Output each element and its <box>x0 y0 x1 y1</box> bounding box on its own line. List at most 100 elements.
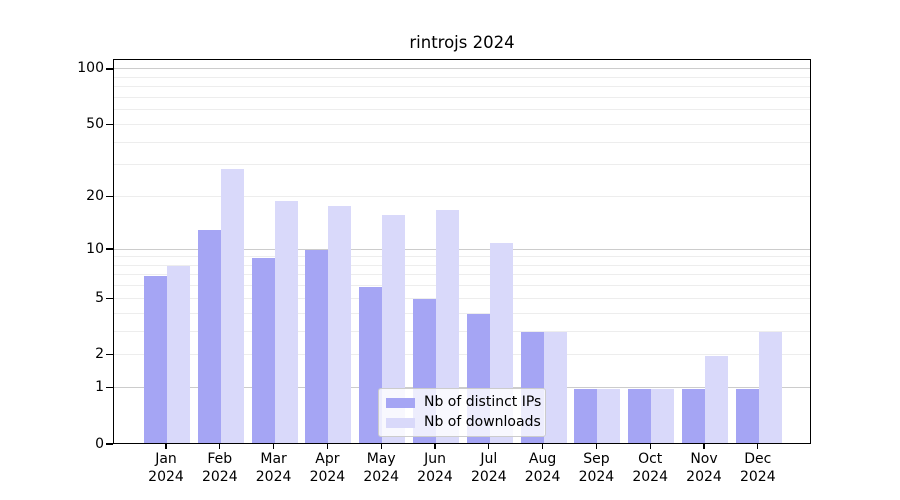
x-tick-label-oct: Oct 2024 <box>618 451 682 486</box>
chart-title: rintrojs 2024 <box>409 33 515 52</box>
y-tick-label: 1 <box>95 379 104 396</box>
gridline-minor <box>114 109 810 111</box>
x-tick-year: 2024 <box>309 468 346 485</box>
gridline-minor <box>114 76 810 78</box>
x-tick-year: 2024 <box>632 468 668 485</box>
x-tick-month: Mar <box>260 451 287 467</box>
downloads-swatch-icon <box>386 417 415 428</box>
gridline-minor <box>114 86 810 88</box>
gridline-major <box>114 68 810 70</box>
legend-entry-distinct-ips: Nb of distinct IPs <box>386 395 541 410</box>
bar-downloads-mar <box>274 201 298 444</box>
x-tick-label-mar: Mar 2024 <box>242 451 306 486</box>
x-tick-mark <box>326 444 329 449</box>
gridline-major <box>114 248 810 250</box>
bar-downloads-feb <box>220 168 244 444</box>
x-tick-mark <box>649 444 651 449</box>
gridline-minor <box>114 196 810 197</box>
plot-area <box>113 59 811 444</box>
gridline-minor <box>114 285 810 287</box>
bar-distinct-ips-may <box>359 286 383 444</box>
x-tick-year: 2024 <box>363 468 399 485</box>
y-tick-mark <box>106 387 113 389</box>
gridline-minor <box>114 141 810 143</box>
x-tick-year: 2024 <box>686 468 722 485</box>
x-tick-month: Oct <box>638 451 663 467</box>
bar-distinct-ips-mar <box>251 257 275 444</box>
bar-downloads-nov <box>705 355 728 444</box>
y-tick-label: 0 <box>95 435 104 452</box>
x-tick-mark <box>219 444 221 449</box>
y-tick-mark <box>106 443 113 445</box>
legend-label-downloads: Nb of downloads <box>424 414 541 430</box>
y-tick-label: 50 <box>86 115 104 132</box>
y-tick-mark <box>106 297 113 300</box>
x-tick-month: Feb <box>207 451 233 467</box>
gridline-minor <box>114 96 810 98</box>
y-tick-label: 20 <box>86 188 104 204</box>
y-tick-mark <box>106 248 113 250</box>
gridline-minor <box>114 123 810 125</box>
x-tick-label-nov: Nov 2024 <box>672 451 736 486</box>
legend-entry-downloads: Nb of downloads <box>386 415 541 430</box>
x-tick-mark <box>434 444 436 449</box>
x-tick-month: Sep <box>583 451 610 467</box>
x-tick-month: Jan <box>155 451 177 467</box>
x-tick-label-jun: Jun 2024 <box>403 451 467 486</box>
x-tick-mark <box>273 444 275 449</box>
x-tick-mark <box>703 444 705 449</box>
gridline-minor <box>114 274 810 276</box>
x-tick-mark <box>542 444 544 449</box>
bar-distinct-ips-sep <box>574 388 598 444</box>
x-tick-year: 2024 <box>739 468 776 485</box>
x-tick-mark <box>165 444 167 449</box>
x-tick-year: 2024 <box>148 468 184 485</box>
bar-distinct-ips-feb <box>197 230 221 444</box>
bar-distinct-ips-apr <box>305 250 329 444</box>
bar-distinct-ips-oct <box>628 388 652 444</box>
y-tick-label: 5 <box>95 289 104 306</box>
gridline-minor <box>114 312 810 314</box>
x-tick-year: 2024 <box>578 468 615 485</box>
gridline-minor <box>114 330 810 332</box>
bar-downloads-jan <box>167 266 190 444</box>
x-tick-year: 2024 <box>201 468 238 485</box>
bar-downloads-sep <box>597 388 621 444</box>
y-tick-label: 100 <box>77 60 104 77</box>
bar-downloads-may <box>382 214 406 444</box>
x-tick-mark <box>488 444 490 449</box>
y-tick-mark <box>106 354 113 356</box>
x-tick-year: 2024 <box>470 468 507 485</box>
x-tick-mark <box>380 444 382 449</box>
x-tick-mark <box>757 444 759 449</box>
bar-downloads-jun <box>436 210 459 444</box>
x-tick-label-feb: Feb 2024 <box>188 451 252 486</box>
y-tick-label: 2 <box>95 346 104 363</box>
x-tick-month: Apr <box>315 451 340 467</box>
legend: Nb of distinct IPs Nb of downloads <box>378 388 546 437</box>
y-tick-label: 10 <box>86 240 104 257</box>
x-tick-year: 2024 <box>524 468 561 485</box>
x-tick-month: Dec <box>744 451 772 467</box>
x-tick-mark <box>595 444 598 449</box>
bar-distinct-ips-dec <box>735 388 759 444</box>
y-tick-mark <box>106 195 113 198</box>
x-tick-year: 2024 <box>255 468 292 485</box>
x-tick-month: Nov <box>690 451 718 467</box>
gridline-minor <box>114 297 810 299</box>
x-tick-month: May <box>366 451 396 467</box>
x-tick-label-sep: Sep 2024 <box>564 451 628 486</box>
x-tick-label-jul: Jul 2024 <box>457 451 521 486</box>
bar-downloads-oct <box>651 388 675 444</box>
x-tick-label-aug: Aug 2024 <box>511 451 575 486</box>
bar-downloads-aug <box>543 332 567 444</box>
bar-downloads-apr <box>328 205 352 444</box>
bar-downloads-dec <box>758 332 782 444</box>
x-tick-month: Aug <box>528 451 557 467</box>
legend-label-distinct-ips: Nb of distinct IPs <box>424 394 542 410</box>
gridline-minor <box>114 354 810 356</box>
x-tick-label-may: May 2024 <box>349 451 413 486</box>
x-tick-label-dec: Dec 2024 <box>726 451 790 486</box>
x-tick-label-jan: Jan 2024 <box>134 451 198 486</box>
